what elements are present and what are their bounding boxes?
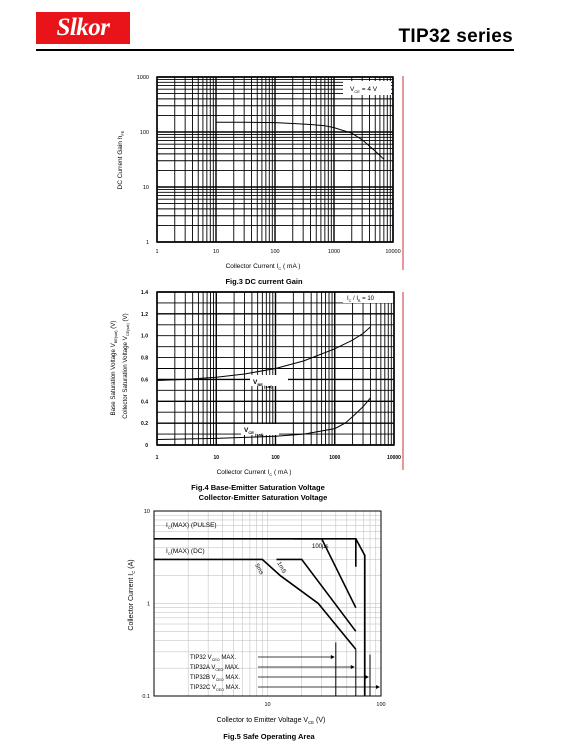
fig3-y-tick: 1000 — [137, 75, 149, 81]
fig3-hfe-curve — [216, 121, 385, 160]
logo-text: Slkor — [56, 14, 110, 41]
fig5-y-tick: 10 — [144, 509, 150, 515]
fig3-annotation-box — [343, 81, 391, 95]
fig5-vceo-label: TIP32 VCEO MAX. — [190, 655, 236, 662]
fig5-1ms-label: 1mS — [275, 561, 286, 575]
fig5-vceo-arrowhead — [376, 685, 380, 689]
fig3-caption: Fig.3 DC current Gain — [225, 277, 303, 286]
fig5-5ms-label: 5ms — [253, 563, 264, 576]
fig4-y-tick: 0.6 — [141, 377, 148, 383]
fig5-100us-line — [355, 538, 366, 696]
fig3-x-tick: 100 — [270, 249, 279, 255]
fig5-vceo-arrowhead — [350, 665, 355, 669]
fig4-vbe-sat-label: VBE (sat) — [253, 379, 273, 389]
fig3-x-tick: 10 — [213, 249, 219, 255]
fig5-x-label: Collector to Emitter Voltage VCE (V) — [217, 717, 326, 725]
fig4-y-tick: 0.4 — [141, 399, 148, 405]
header-rule — [36, 49, 514, 51]
fig4-vce-sat-curve — [156, 397, 371, 440]
fig5-vceo-arrowhead — [365, 675, 370, 679]
fig4-ic-ib-annotation: IC / IB = 10 — [347, 296, 375, 303]
fig4-x-tick: 100 — [271, 455, 280, 461]
fig3-y-label: DC Current Gain hFE — [117, 130, 125, 189]
brand-logo: Slkor — [36, 12, 130, 44]
fig5-1ms-line — [293, 538, 357, 609]
fig5-vceo-label: TIP32C VCEO MAX. — [190, 685, 241, 692]
fig5-vceo-arrowhead — [330, 655, 335, 659]
fig5-vceo-label: TIP32B VCEO MAX. — [190, 675, 240, 682]
fig4-y-tick: 1.2 — [141, 312, 148, 318]
fig4-y-tick: 0.2 — [141, 421, 148, 427]
fig4-y-tick: 0 — [145, 443, 148, 449]
fig3-x-label: Collector Current IC ( mA ) — [226, 263, 301, 271]
fig5-frame — [153, 510, 382, 697]
fig4-y-tick: 1.0 — [141, 334, 148, 340]
fig4-x-tick: 10000 — [387, 455, 401, 461]
fig4-x-label: Collector Current IC ( mA ) — [217, 469, 292, 477]
fig4-x-tick: 1 — [156, 455, 159, 461]
series-title: TIP32 series — [398, 26, 513, 47]
fig4-vce-sat-label: VCE (sat) — [244, 427, 264, 437]
fig5-y-tick: 0.1 — [142, 694, 150, 700]
fig3-frame — [156, 76, 394, 243]
fig4-frame — [156, 291, 395, 446]
fig3-vce-annotation: VCE = 4 V — [350, 86, 378, 94]
fig4-vce-label-box — [241, 424, 279, 435]
fig5-100us-label: 100µs — [312, 544, 328, 550]
fig3-x-tick: 1000 — [328, 249, 340, 255]
fig4-y-label-2: Collector Saturation Voltage VCE(sat) (V… — [122, 313, 130, 418]
fig4-vbe-sat-curve — [156, 326, 371, 381]
fig3-y-tick: 100 — [140, 130, 149, 136]
fig4-x-tick: 1000 — [329, 455, 340, 461]
fig4-annotation-box — [343, 293, 393, 303]
fig5-y-label: Collector Current IC (A) — [128, 559, 136, 630]
fig4-y-tick: 1.4 — [141, 290, 148, 296]
fig3-y-tick: 10 — [143, 185, 149, 191]
fig4-caption-1: Fig.4 Base-Emitter Saturation Voltage — [191, 483, 325, 492]
fig4-caption-2: Collector-Emitter Saturation Voltage — [199, 493, 328, 502]
fig5-ic-pulse-label: IC(MAX) (PULSE) — [166, 522, 217, 530]
fig4-y-label-1: Base Saturation Voltage VBE(sat) (V) — [110, 321, 118, 416]
fig5-x-tick: 100 — [376, 702, 385, 708]
fig3-x-tick: 1 — [155, 249, 158, 255]
fig5-dc-line — [154, 558, 357, 650]
fig5-ic-dc-label: IC(MAX) (DC) — [166, 548, 205, 556]
fig3-x-tick: 10000 — [385, 249, 400, 255]
fig5-y-tick: 1 — [147, 602, 150, 608]
fig5-caption: Fig.5 Safe Operating Area — [223, 732, 315, 741]
fig4-x-tick: 10 — [213, 455, 219, 461]
fig4-vbe-label-box — [250, 375, 288, 386]
fig3-y-tick: 1 — [146, 240, 149, 246]
fig5-vceo-label: TIP32A VCEO MAX. — [190, 665, 240, 672]
fig5-x-tick: 10 — [264, 702, 270, 708]
fig5-5ms-line — [276, 558, 357, 632]
fig4-y-tick: 0.8 — [141, 356, 148, 362]
